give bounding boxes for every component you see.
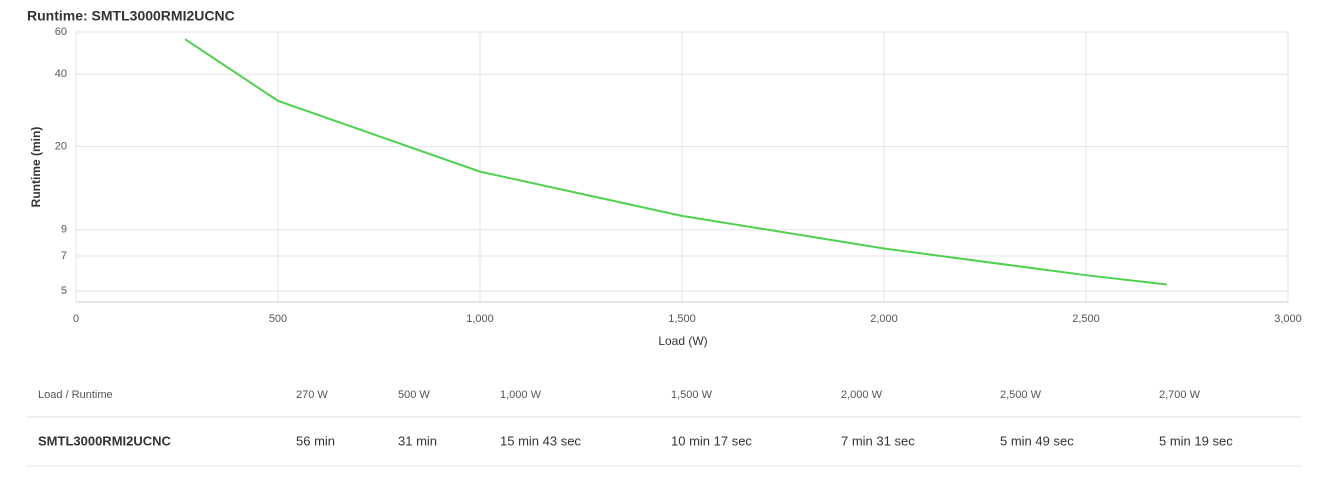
table-header: 2,700 W	[1159, 389, 1201, 401]
x-tick-label: 0	[73, 313, 79, 325]
table-cell: 5 min 19 sec	[1159, 433, 1233, 448]
table-cell: 31 min	[398, 433, 437, 448]
table-header: 2,000 W	[841, 389, 883, 401]
table-cell: 5 min 49 sec	[1000, 433, 1074, 448]
y-axis-label: Runtime (min)	[29, 127, 43, 208]
y-tick-label: 20	[55, 140, 67, 152]
x-tick-label: 2,500	[1072, 313, 1100, 325]
y-tick-label: 5	[61, 285, 67, 297]
table-cell: SMTL3000RMI2UCNC	[38, 433, 172, 448]
y-tick-label: 9	[61, 224, 67, 236]
chart-title: Runtime: SMTL3000RMI2UCNC	[27, 8, 235, 24]
y-tick-label: 60	[55, 26, 67, 38]
table-header: 1,000 W	[500, 389, 542, 401]
x-tick-label: 1,000	[466, 313, 494, 325]
y-tick-label: 7	[61, 250, 67, 262]
table-cell: 56 min	[296, 433, 335, 448]
table-cell: 10 min 17 sec	[671, 433, 752, 448]
x-tick-label: 2,000	[870, 313, 898, 325]
table-cell: 7 min 31 sec	[841, 433, 915, 448]
series-line	[184, 38, 1167, 286]
table-header: 500 W	[398, 389, 430, 401]
x-tick-label: 3,000	[1274, 313, 1302, 325]
table-header: Load / Runtime	[38, 389, 113, 401]
x-tick-label: 500	[269, 313, 287, 325]
table-cell: 15 min 43 sec	[500, 433, 581, 448]
x-axis-label: Load (W)	[658, 334, 707, 348]
x-tick-label: 1,500	[668, 313, 696, 325]
table-header: 270 W	[296, 389, 328, 401]
y-tick-label: 40	[55, 68, 67, 80]
table-header: 2,500 W	[1000, 389, 1042, 401]
table-header: 1,500 W	[671, 389, 713, 401]
